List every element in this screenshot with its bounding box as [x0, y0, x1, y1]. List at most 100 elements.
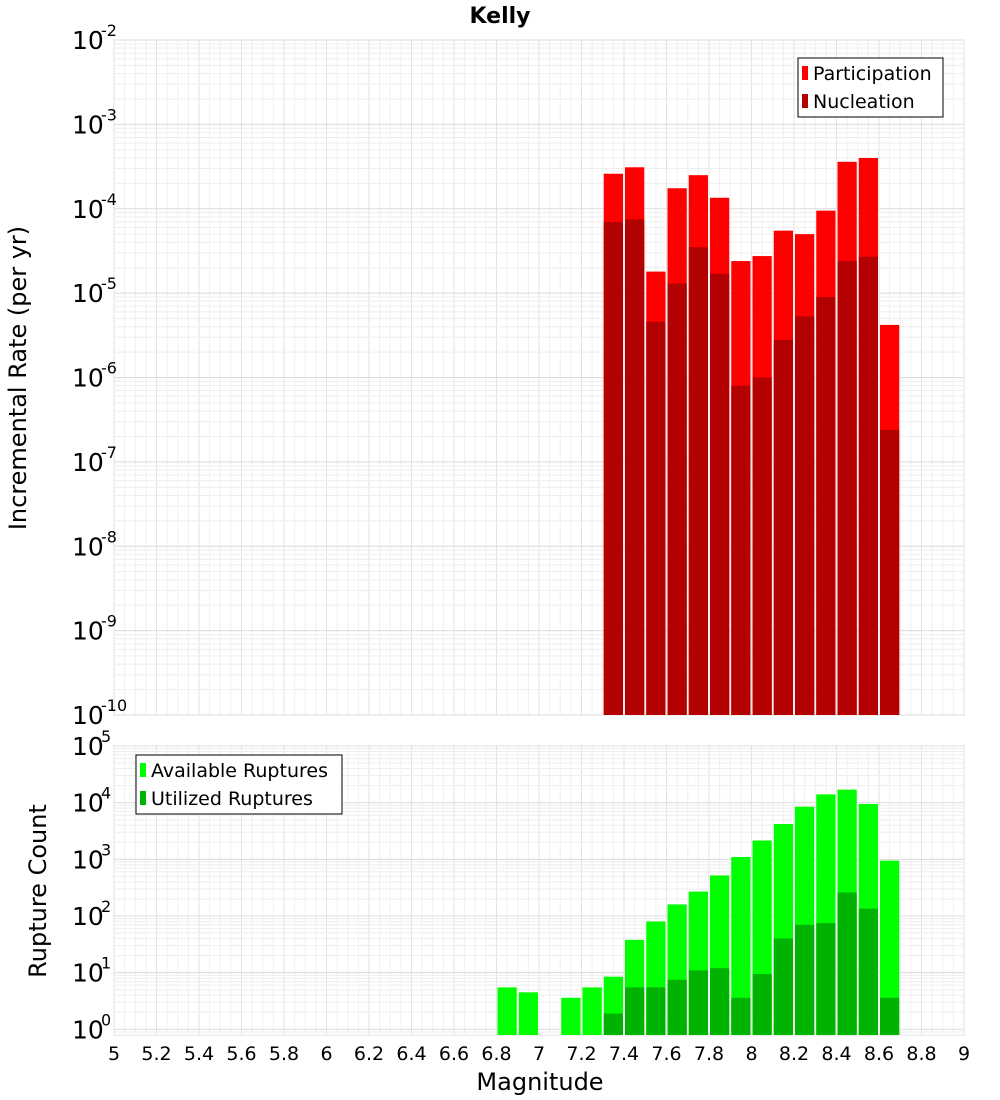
y-tick-exponent: -3: [101, 105, 117, 124]
x-tick-label: 6.6: [439, 1043, 469, 1065]
x-tick-label: 6.4: [396, 1043, 426, 1065]
legend-swatch-utilized-ruptures: [140, 791, 146, 805]
y-tick-label: 10-7: [72, 443, 117, 477]
bar-nucleation: [603, 221, 623, 715]
y-tick-base: 10: [72, 845, 104, 874]
count-bars: [497, 789, 900, 1035]
y-tick-base: 10: [72, 701, 104, 730]
bar-utilized-ruptures: [667, 979, 687, 1035]
bar-utilized-ruptures: [731, 997, 751, 1035]
x-tick-label: 8.4: [821, 1043, 851, 1065]
y-tick-label: 10-8: [72, 527, 117, 561]
rate-gridlines: [113, 39, 965, 716]
y-tick-exponent: -5: [101, 274, 117, 293]
x-tick-label: 5.6: [226, 1043, 256, 1065]
y-tick-base: 10: [72, 732, 104, 761]
y-tick-label: 10-9: [72, 612, 117, 646]
bar-nucleation: [795, 316, 815, 715]
y-tick-label: 10-4: [72, 190, 117, 224]
x-tick-label: 5: [108, 1043, 120, 1065]
y-tick-label: 103: [72, 840, 111, 874]
legend-label-nucleation: Nucleation: [813, 91, 915, 113]
bar-utilized-ruptures: [710, 968, 730, 1035]
bar-utilized-ruptures: [752, 973, 772, 1035]
bar-utilized-ruptures: [773, 938, 793, 1035]
bar-available-ruptures: [497, 987, 517, 1035]
bar-nucleation: [880, 429, 900, 715]
y-tick-base: 10: [72, 110, 104, 139]
y-tick-label: 10-3: [72, 105, 117, 139]
legend-label-utilized-ruptures: Utilized Ruptures: [151, 788, 313, 810]
count-y-axis-label: Rupture Count: [24, 804, 52, 978]
bar-utilized-ruptures: [816, 923, 836, 1035]
y-tick-label: 102: [72, 897, 111, 931]
y-tick-label: 104: [72, 784, 111, 818]
bar-available-ruptures: [880, 860, 900, 1035]
bar-nucleation: [816, 296, 836, 715]
y-tick-label: 105: [72, 727, 111, 761]
y-tick-exponent: 4: [101, 784, 111, 803]
y-tick-base: 10: [72, 617, 104, 646]
count-legend-box: [135, 754, 343, 815]
bar-nucleation: [773, 339, 793, 715]
bar-nucleation: [625, 219, 645, 716]
y-tick-exponent: 0: [101, 1010, 111, 1029]
x-tick-label: 8.6: [864, 1043, 894, 1065]
x-tick-label: 8.8: [906, 1043, 936, 1065]
x-tick-label: 7.4: [609, 1043, 639, 1065]
bar-nucleation: [667, 283, 687, 715]
y-tick-base: 10: [72, 532, 104, 561]
bar-utilized-ruptures: [646, 987, 666, 1035]
y-tick-base: 10: [72, 26, 104, 55]
x-tick-label: 8.2: [779, 1043, 809, 1065]
bar-utilized-ruptures: [837, 892, 857, 1035]
y-tick-exponent: 3: [101, 840, 111, 859]
legend-label-available-ruptures: Available Ruptures: [151, 760, 328, 782]
legend-label-participation: Participation: [813, 63, 932, 85]
bar-available-ruptures: [731, 856, 751, 1035]
bar-nucleation: [731, 385, 751, 715]
legend-swatch-nucleation: [802, 94, 808, 108]
y-tick-label: 10-5: [72, 274, 117, 308]
bar-utilized-ruptures: [858, 908, 878, 1035]
count-legend: Available Ruptures Utilized Ruptures: [135, 754, 343, 815]
rate-bars: [603, 157, 900, 716]
legend-swatch-participation: [802, 66, 808, 80]
bar-nucleation: [688, 247, 708, 716]
bar-nucleation: [646, 321, 666, 715]
bar-nucleation: [837, 261, 857, 715]
x-tick-label: 7: [533, 1043, 545, 1065]
bar-nucleation: [752, 377, 772, 715]
rate-legend: Participation Nucleation: [797, 57, 944, 118]
x-tick-label: 9: [958, 1043, 970, 1065]
y-tick-exponent: -4: [101, 190, 117, 209]
x-tick-label: 6: [320, 1043, 332, 1065]
bar-utilized-ruptures: [625, 987, 645, 1035]
x-tick-label: 5.2: [141, 1043, 171, 1065]
legend-swatch-available-ruptures: [140, 763, 146, 777]
y-tick-label: 10-10: [72, 696, 127, 730]
bar-utilized-ruptures: [795, 924, 815, 1035]
y-tick-base: 10: [72, 1015, 104, 1044]
rate-legend-box: [797, 57, 944, 118]
bar-utilized-ruptures: [688, 970, 708, 1035]
rate-y-axis-label: Incremental Rate (per yr): [4, 226, 32, 530]
y-tick-base: 10: [72, 364, 104, 393]
y-tick-base: 10: [72, 195, 104, 224]
y-tick-base: 10: [72, 448, 104, 477]
x-axis-label: Magnitude: [476, 1068, 603, 1096]
chart-title: Kelly: [469, 4, 530, 29]
bar-utilized-ruptures: [603, 1013, 623, 1035]
y-tick-label: 100: [72, 1010, 111, 1044]
y-tick-base: 10: [72, 789, 104, 818]
y-tick-base: 10: [72, 902, 104, 931]
x-tick-label: 7.8: [694, 1043, 724, 1065]
y-tick-exponent: 2: [101, 897, 111, 916]
y-tick-exponent: 5: [101, 727, 111, 746]
x-tick-label: 5.8: [269, 1043, 299, 1065]
